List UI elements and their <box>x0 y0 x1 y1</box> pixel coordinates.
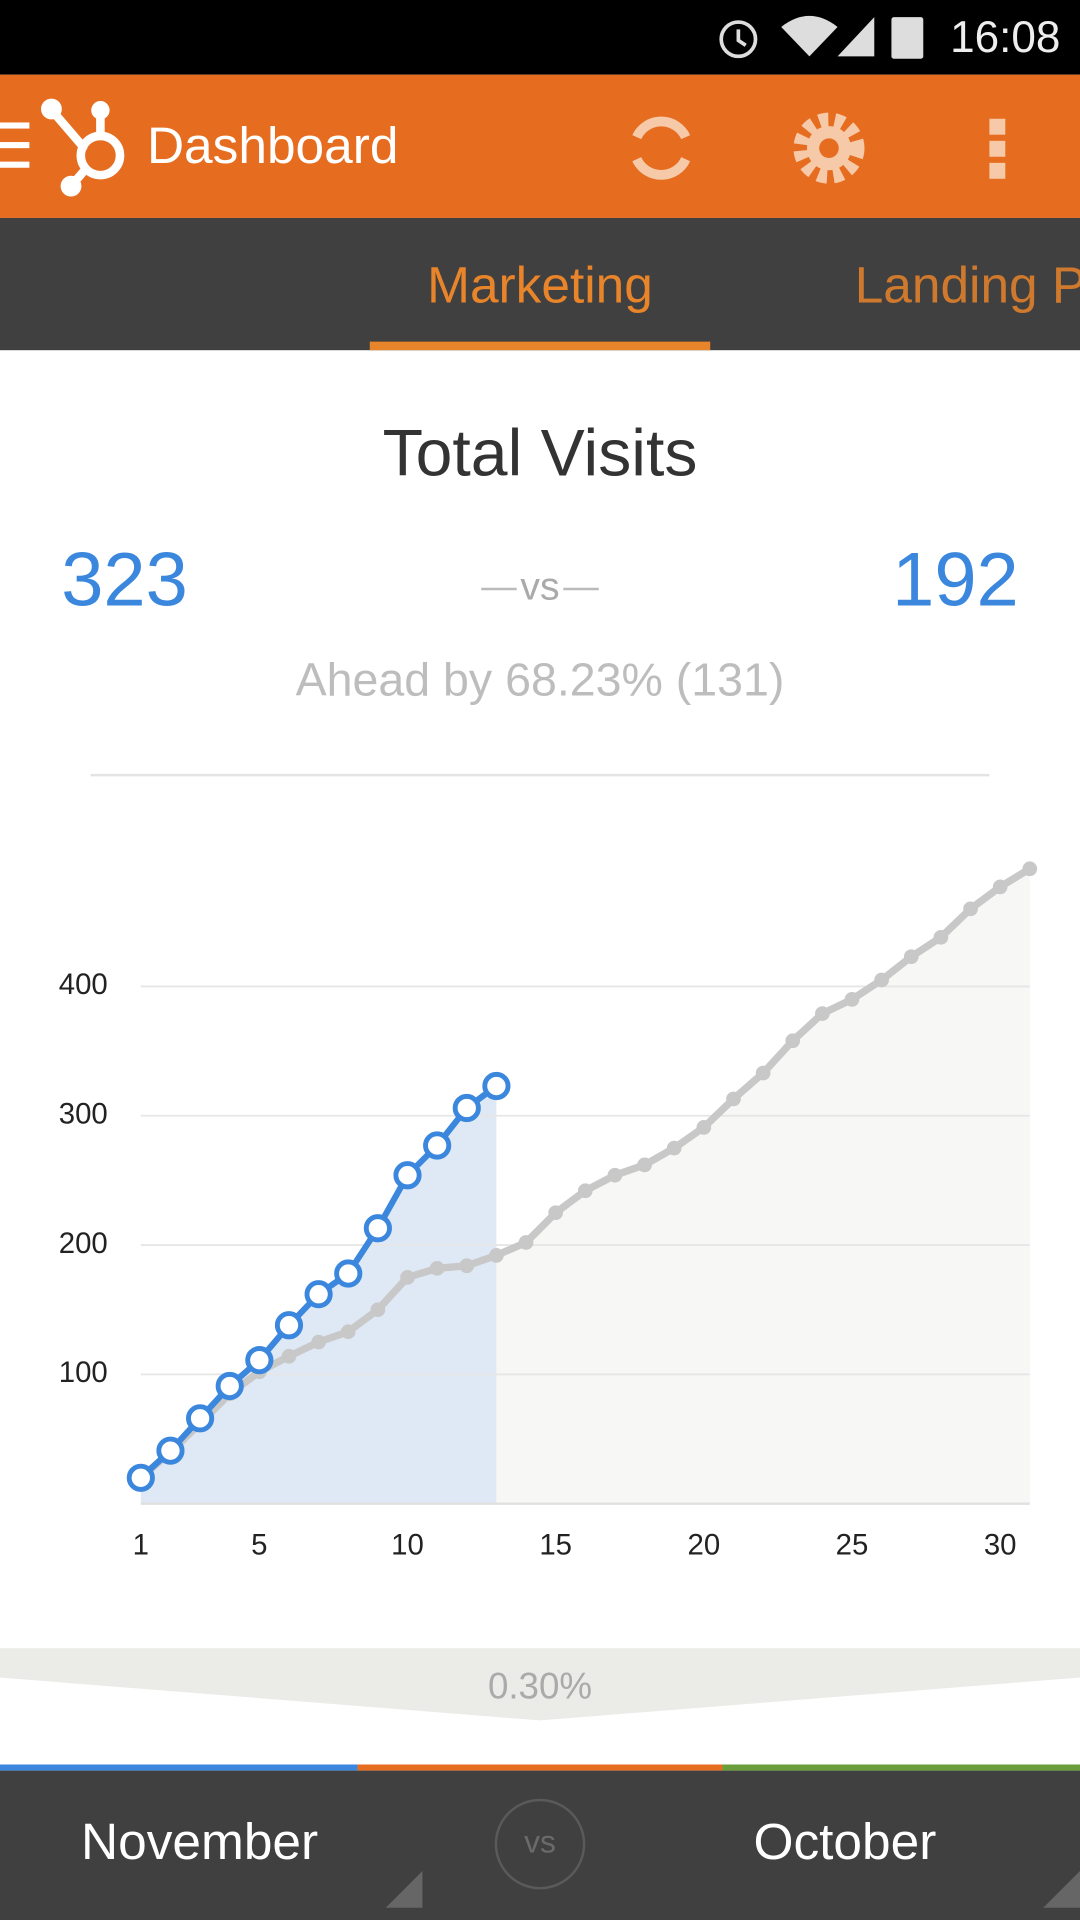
vs-label: vs <box>520 565 559 608</box>
current-value: 323 <box>61 537 188 622</box>
change-band <box>0 1648 1080 1721</box>
color-strip <box>357 1764 723 1771</box>
x-tick-label: 30 <box>984 1528 1017 1561</box>
battery-icon <box>891 17 924 59</box>
previous-value: 192 <box>892 537 1019 622</box>
logo[interactable] <box>41 98 125 197</box>
vs-circle <box>494 1798 586 1890</box>
tab-indicator <box>369 341 711 351</box>
alarm-icon <box>719 20 758 59</box>
data-point <box>126 1463 155 1492</box>
data-point <box>844 992 860 1007</box>
data-point <box>334 1259 363 1288</box>
data-point <box>577 1183 593 1199</box>
clock: 16:08 <box>950 13 1060 62</box>
data-point <box>452 1093 481 1123</box>
data-point <box>815 1006 830 1021</box>
tab[interactable]: Marketing <box>427 256 653 314</box>
y-tick-label: 300 <box>59 1098 108 1131</box>
color-strip <box>0 1764 358 1771</box>
data-point <box>666 1140 682 1156</box>
app-bar <box>0 74 1080 218</box>
data-point <box>696 1120 712 1135</box>
x-tick-label: 5 <box>251 1528 267 1561</box>
settings-icon[interactable] <box>793 112 865 184</box>
data-point <box>489 1248 504 1263</box>
y-tick-label: 400 <box>59 968 108 1001</box>
x-tick-label: 20 <box>687 1528 720 1561</box>
data-point <box>311 1334 326 1350</box>
y-tick-label: 200 <box>59 1227 108 1260</box>
data-point <box>755 1065 771 1081</box>
vs-label: vs <box>524 1823 556 1859</box>
data-point <box>429 1260 445 1276</box>
data-point <box>785 1033 801 1049</box>
comparison: Ahead by 68.23% (131) <box>296 654 785 706</box>
x-tick-label: 10 <box>391 1528 424 1561</box>
data-point <box>903 949 919 965</box>
data-point <box>245 1346 274 1375</box>
data-point <box>400 1270 415 1285</box>
data-point <box>274 1311 304 1340</box>
data-point <box>726 1091 741 1107</box>
tab[interactable]: Landing P <box>855 256 1080 314</box>
card-title: Total Visits <box>383 416 698 490</box>
x-tick-label: 15 <box>539 1528 572 1561</box>
footer <box>0 1770 1080 1920</box>
change: 0.30% <box>488 1665 592 1706</box>
data-point <box>637 1157 652 1173</box>
data-point <box>992 879 1008 895</box>
dropdown-corner <box>385 1871 423 1908</box>
data-point <box>933 929 949 945</box>
data-point <box>423 1131 452 1160</box>
data-point <box>340 1324 356 1340</box>
color-strip <box>722 1764 1080 1771</box>
data-point <box>156 1436 185 1465</box>
data-point <box>215 1371 244 1401</box>
data-point <box>304 1280 333 1309</box>
period-selector[interactable]: November <box>81 1812 318 1870</box>
data-point <box>1022 861 1038 877</box>
data-point <box>281 1348 297 1364</box>
data-point <box>370 1302 386 1318</box>
data-point <box>459 1258 475 1274</box>
x-tick-label: 25 <box>836 1528 869 1561</box>
y-tick-label: 100 <box>59 1356 108 1389</box>
tab-bar <box>0 217 1080 351</box>
data-point <box>518 1235 534 1250</box>
data-point <box>607 1167 623 1183</box>
data-point <box>393 1161 422 1190</box>
data-point <box>548 1205 564 1221</box>
data-point <box>482 1071 511 1101</box>
period-selector[interactable]: October <box>753 1812 936 1870</box>
x-tick-label: 1 <box>133 1528 149 1561</box>
overflow-icon[interactable] <box>989 118 1006 179</box>
data-point <box>874 972 889 988</box>
refresh-icon[interactable] <box>632 116 691 180</box>
menu-icon[interactable] <box>0 122 30 168</box>
app-title: Dashboard <box>147 116 398 174</box>
data-point <box>363 1214 392 1243</box>
wifi-icon <box>781 15 838 57</box>
data-point <box>963 901 978 917</box>
data-point <box>185 1404 215 1433</box>
